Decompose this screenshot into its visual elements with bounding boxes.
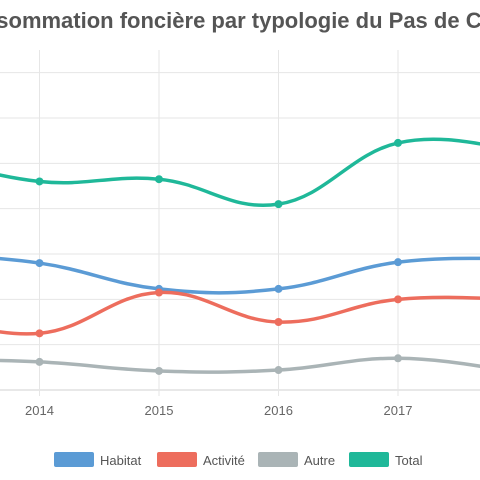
series-line-total <box>0 137 480 208</box>
legend-label: Autre <box>304 453 335 468</box>
data-point-habitat[interactable] <box>274 284 283 293</box>
x-tick-label: 2014 <box>25 403 54 418</box>
data-point-autre[interactable] <box>35 357 44 366</box>
legend-item-habitat[interactable]: Habitat <box>54 452 142 468</box>
data-point-activite[interactable] <box>274 318 283 326</box>
legend-swatch <box>349 452 389 467</box>
data-point-autre[interactable] <box>274 366 283 375</box>
data-point-total[interactable] <box>394 138 402 147</box>
legend-item-autre[interactable]: Autre <box>258 452 335 468</box>
series-line-activite <box>0 290 480 336</box>
data-point-activite[interactable] <box>155 288 163 297</box>
data-point-activite[interactable] <box>394 295 402 304</box>
legend-swatch <box>258 452 298 467</box>
x-tick-label: 2015 <box>145 403 174 418</box>
series-total <box>0 137 480 209</box>
legend-item-activite[interactable]: Activité <box>157 452 245 468</box>
data-point-habitat[interactable] <box>394 258 402 267</box>
chart-grid <box>0 50 480 396</box>
data-point-autre[interactable] <box>155 366 163 375</box>
chart-title: Consommation foncière par typologie du P… <box>0 8 480 33</box>
data-point-total[interactable] <box>274 200 283 209</box>
legend-label: Total <box>395 453 423 468</box>
legend-item-total[interactable]: Total <box>349 452 423 468</box>
chart-series <box>0 137 480 375</box>
legend-label: Activité <box>203 453 245 468</box>
data-point-total[interactable] <box>35 177 44 186</box>
legend-swatch <box>157 452 197 467</box>
x-axis: 2014 2015 2016 2017 <box>25 403 412 418</box>
series-autre <box>0 354 480 375</box>
data-point-habitat[interactable] <box>35 259 44 268</box>
x-tick-label: 2016 <box>264 403 293 418</box>
series-habitat <box>0 256 480 295</box>
x-tick-label: 2017 <box>384 403 413 418</box>
series-line-habitat <box>0 256 480 295</box>
series-activite <box>0 288 480 338</box>
legend-label: Habitat <box>100 453 142 468</box>
data-point-total[interactable] <box>155 175 163 184</box>
data-point-activite[interactable] <box>35 329 44 338</box>
series-line-autre <box>0 356 480 374</box>
data-point-autre[interactable] <box>394 354 402 363</box>
chart-legend: Habitat Activité Autre Total <box>54 452 423 468</box>
legend-swatch <box>54 452 94 467</box>
